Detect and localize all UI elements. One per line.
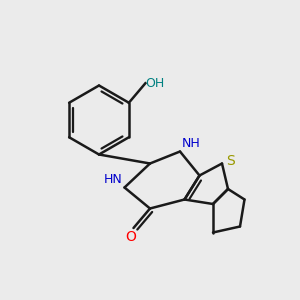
- Text: OH: OH: [146, 77, 165, 90]
- Text: O: O: [126, 230, 136, 244]
- Text: S: S: [226, 154, 235, 168]
- Text: NH: NH: [182, 137, 200, 150]
- Text: HN: HN: [104, 173, 123, 186]
